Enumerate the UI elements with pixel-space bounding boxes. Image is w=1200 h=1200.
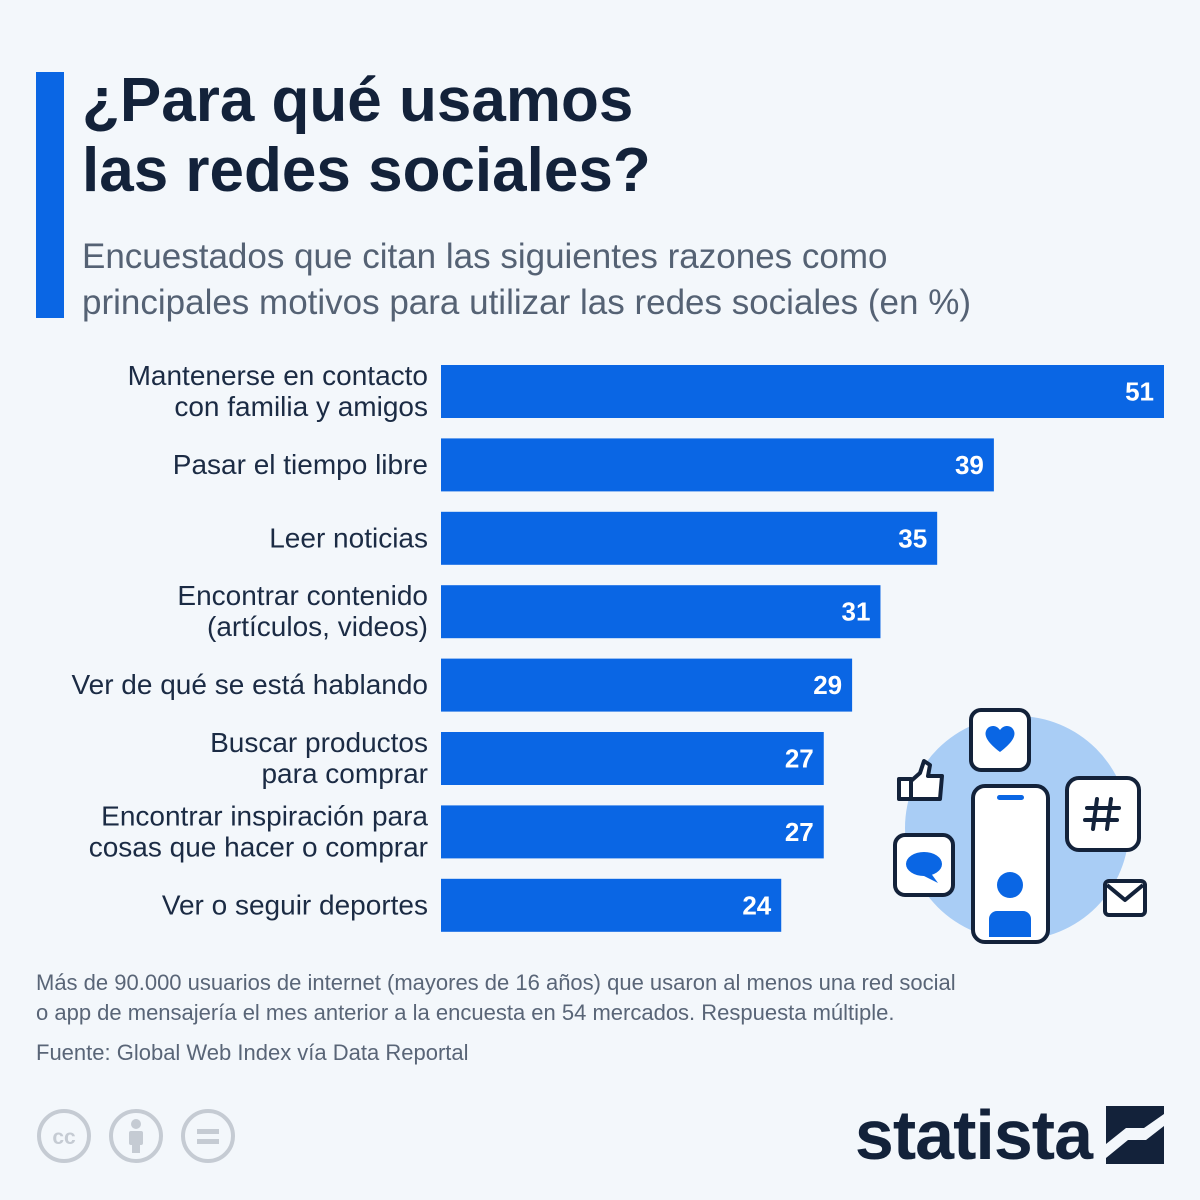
footnote-line-1: Más de 90.000 usuarios de internet (mayo… <box>36 970 956 995</box>
category-label: Buscar productos <box>210 727 428 758</box>
bar-value-label: 27 <box>785 744 814 774</box>
social-illustration <box>893 708 1147 944</box>
title-accent-bar <box>36 72 64 318</box>
brand-wordmark: statista <box>854 1096 1093 1174</box>
chart-source: Fuente: Global Web Index vía Data Report… <box>36 1040 469 1065</box>
smartphone-icon <box>971 784 1050 944</box>
bar <box>441 805 824 859</box>
category-label: Mantenerse en contacto <box>128 360 428 391</box>
bar-group: 24 Ver o seguir deportes <box>162 878 782 932</box>
category-label: Leer noticias <box>269 522 428 553</box>
envelope-icon <box>1103 879 1147 917</box>
subtitle-line-1: Encuestados que citan las siguientes raz… <box>82 237 888 276</box>
category-label: (artículos, videos) <box>207 611 428 642</box>
bar-group: 35 Leer noticias <box>269 511 938 565</box>
statista-logo-icon <box>1106 1106 1164 1164</box>
category-label: con familia y amigos <box>174 391 428 422</box>
category-label: Encontrar inspiración para <box>101 800 428 831</box>
thumbs-up-icon <box>897 759 944 801</box>
bar <box>441 732 824 785</box>
bar-value-label: 29 <box>813 670 842 700</box>
title-line-2: las redes sociales? <box>82 136 651 205</box>
category-label: Ver o seguir deportes <box>162 889 428 920</box>
bar-group: 29 Ver de qué se está hablando <box>71 658 853 712</box>
bar <box>441 438 994 492</box>
bar-value-label: 31 <box>842 597 871 627</box>
no-derivatives-icon[interactable] <box>180 1108 236 1164</box>
category-label: cosas que hacer o comprar <box>89 831 428 862</box>
bar <box>441 585 881 639</box>
subtitle-line-2: principales motivos para utilizar las re… <box>82 283 971 322</box>
heart-icon <box>969 708 1031 772</box>
bar <box>441 511 938 565</box>
category-label: Pasar el tiempo libre <box>173 449 428 480</box>
creative-commons-icon[interactable]: cc <box>36 1108 92 1164</box>
category-label: Ver de qué se está hablando <box>71 669 428 700</box>
chart-footnote: Más de 90.000 usuarios de internet (mayo… <box>36 968 1156 1028</box>
bar-value-label: 35 <box>898 523 927 553</box>
bar-value-label: 39 <box>955 450 984 480</box>
chat-bubble-icon <box>893 833 955 897</box>
hashtag-icon <box>1065 776 1141 852</box>
category-label: Encontrar contenido <box>177 580 428 611</box>
svg-text:cc: cc <box>52 1126 76 1149</box>
statista-logo[interactable]: statista <box>855 1100 1164 1170</box>
bar <box>441 365 1164 418</box>
bar <box>441 878 782 932</box>
page-title: ¿Para qué usamos las redes sociales? <box>82 66 1162 206</box>
license-icons: cc <box>36 1108 236 1164</box>
attribution-icon[interactable] <box>108 1108 164 1164</box>
bar-value-label: 24 <box>742 890 771 920</box>
footnote-line-2: o app de mensajería el mes anterior a la… <box>36 1000 895 1025</box>
bar-value-label: 51 <box>1125 377 1154 407</box>
bar-group: 31 Encontrar contenido(artículos, videos) <box>177 580 881 642</box>
title-line-1: ¿Para qué usamos <box>82 66 634 135</box>
page-subtitle: Encuestados que citan las siguientes raz… <box>82 234 1182 326</box>
bar-group: 39 Pasar el tiempo libre <box>173 438 994 492</box>
bar <box>441 658 853 712</box>
bar-value-label: 27 <box>785 817 814 847</box>
category-label: para comprar <box>261 758 428 789</box>
